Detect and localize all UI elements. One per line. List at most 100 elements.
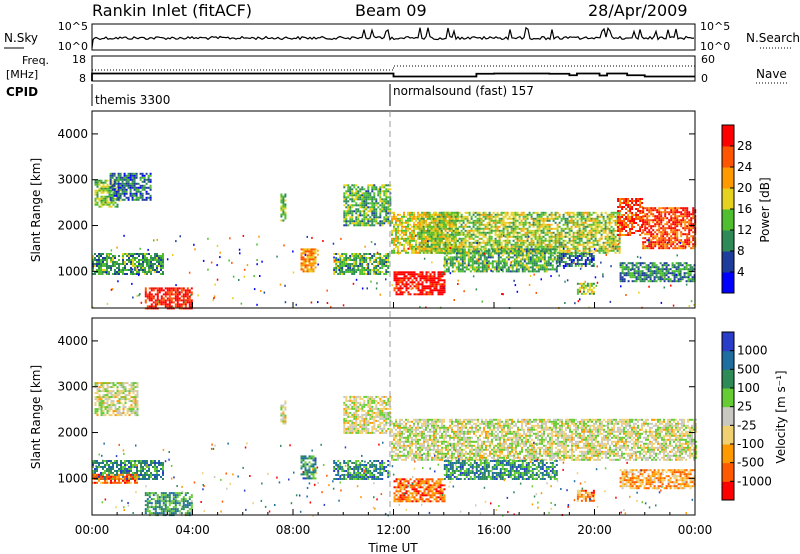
data-cell: [425, 277, 428, 280]
data-cell: [367, 206, 370, 209]
data-cell: [686, 207, 689, 210]
data-cell: [123, 178, 126, 181]
data-cell: [594, 219, 597, 222]
data-cell: [531, 256, 534, 259]
data-cell: [449, 256, 452, 259]
data-cell: [415, 273, 418, 276]
data-cell: [606, 225, 609, 228]
data-cell: [433, 273, 436, 276]
freq-label: Freq.: [22, 54, 49, 67]
data-cell: [619, 206, 622, 208]
data-cell: [443, 285, 446, 288]
data-cell: [482, 231, 485, 234]
data-cell: [349, 263, 352, 265]
data-cell: [142, 253, 144, 255]
data-cell: [129, 182, 132, 185]
data-cell: [621, 206, 624, 208]
data-cell: [550, 243, 553, 246]
data-cell: [594, 237, 597, 240]
data-cell: [564, 243, 567, 246]
data-cell: [506, 237, 509, 240]
data-cell: [466, 211, 469, 214]
data-cell: [450, 243, 453, 246]
data-cell: [138, 255, 140, 257]
data-cell: [132, 265, 134, 267]
data-cell: [176, 305, 179, 308]
data-cell: [495, 250, 498, 253]
data-cell: [464, 223, 467, 226]
data-cell: [586, 263, 589, 265]
freq-frame: [91, 55, 696, 82]
data-cell: [127, 172, 130, 175]
data-cell: [509, 266, 512, 269]
data-cell: [660, 231, 663, 234]
data-cell: [359, 259, 362, 261]
data-cell: [409, 223, 411, 226]
data-cell: [351, 184, 354, 187]
data-cell: [544, 239, 547, 242]
data-cell: [136, 265, 138, 267]
data-cell: [461, 266, 464, 269]
data-cell: [365, 194, 368, 197]
data-cell: [158, 255, 160, 257]
data-cell: [631, 228, 634, 230]
data-cell: [405, 219, 407, 222]
data-cell: [308, 264, 311, 267]
freq-right-tick-top: 60: [701, 53, 715, 66]
data-cell: [343, 253, 346, 255]
data-cell: [478, 211, 481, 214]
data-cell: [351, 220, 354, 223]
data-cell: [471, 268, 474, 271]
data-cell: [347, 194, 350, 197]
data-cell: [375, 198, 378, 201]
data-cell: [521, 270, 524, 273]
data-cell: [100, 203, 103, 206]
data-cell: [664, 245, 667, 248]
data-cell: [381, 204, 384, 207]
data-cell: [383, 208, 386, 211]
data-cell: [140, 253, 142, 255]
data-cell: [662, 217, 665, 220]
data-cell: [621, 224, 624, 226]
data-cell: [686, 211, 689, 214]
data-cell: [106, 183, 109, 186]
data-cell: [479, 252, 482, 255]
data-cell: [519, 262, 522, 265]
data-cell: [440, 221, 443, 224]
data-cell: [650, 243, 653, 246]
data-cell: [491, 262, 494, 265]
data-cell: [465, 264, 468, 267]
data-cell: [397, 281, 400, 284]
data-cell: [629, 230, 632, 232]
data-cell: [409, 243, 411, 246]
data-cell: [590, 213, 593, 216]
data-cell: [399, 251, 401, 254]
data-cell: [347, 267, 350, 269]
data-cell: [347, 204, 350, 207]
data-cell: [170, 293, 173, 296]
data-cell: [488, 235, 491, 238]
data-cell: [333, 273, 336, 275]
data-cell: [140, 267, 142, 269]
data-cell: [470, 217, 473, 220]
data-cell: [457, 260, 460, 263]
data-cell: [154, 263, 156, 265]
data-cell: [280, 193, 283, 196]
data-cell: [341, 259, 344, 261]
data-cell: [385, 263, 388, 265]
data-cell: [433, 219, 435, 222]
data-cell: [168, 299, 171, 302]
data-cell: [385, 259, 388, 261]
data-cell: [343, 257, 346, 259]
data-cell: [457, 250, 460, 253]
data-cell: [341, 253, 344, 255]
data-cell: [518, 243, 521, 246]
data-cell: [551, 248, 554, 251]
data-cell: [158, 265, 160, 267]
data-cell: [543, 268, 546, 271]
data-cell: [371, 184, 374, 187]
data-cell: [491, 248, 494, 251]
data-cell: [154, 287, 157, 290]
data-cell: [160, 289, 163, 292]
data-cell: [367, 214, 370, 217]
